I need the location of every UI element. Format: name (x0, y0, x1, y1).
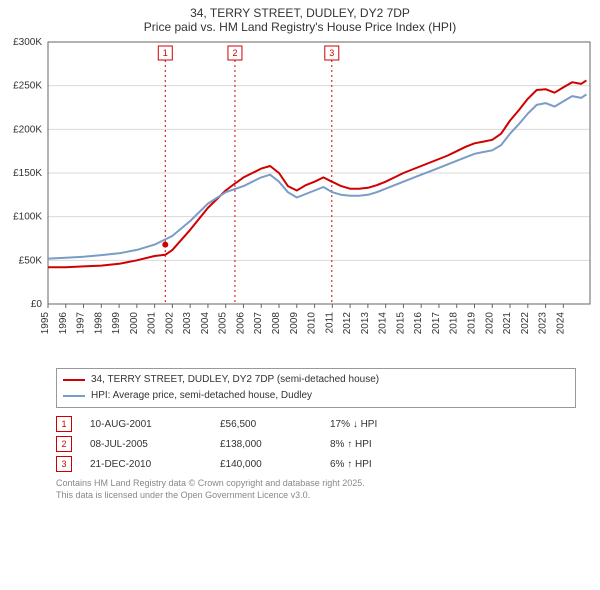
svg-text:2003: 2003 (182, 312, 193, 335)
legend-item: HPI: Average price, semi-detached house,… (63, 389, 569, 403)
svg-text:2010: 2010 (307, 312, 318, 335)
svg-text:1997: 1997 (76, 312, 87, 335)
sale-row: 2 08-JUL-2005£138,0008% ↑ HPI (56, 434, 576, 454)
svg-text:2021: 2021 (502, 312, 513, 335)
svg-text:2008: 2008 (271, 312, 282, 335)
legend-label: HPI: Average price, semi-detached house,… (91, 389, 312, 403)
sale-price: £56,500 (220, 419, 330, 430)
svg-text:2014: 2014 (378, 312, 389, 335)
svg-text:1996: 1996 (58, 312, 69, 335)
attribution-footer: Contains HM Land Registry data © Crown c… (56, 478, 576, 501)
svg-text:£0: £0 (31, 299, 43, 310)
svg-text:2012: 2012 (342, 312, 353, 335)
legend-swatch (63, 395, 85, 397)
svg-text:2020: 2020 (484, 312, 495, 335)
chart-container: £0 £50K £100K £150K £200K £250K £300K 1995 1996 1… (0, 34, 600, 364)
svg-text:2: 2 (232, 48, 237, 58)
svg-text:2016: 2016 (413, 312, 424, 335)
svg-text:2023: 2023 (538, 312, 549, 335)
svg-text:£200K: £200K (13, 124, 42, 135)
svg-text:2022: 2022 (520, 312, 531, 335)
svg-text:2002: 2002 (164, 312, 175, 335)
sale-row: 1 10-AUG-2001£56,50017% ↓ HPI (56, 414, 576, 434)
svg-text:2017: 2017 (431, 312, 442, 335)
sale-date: 10-AUG-2001 (90, 419, 220, 430)
sale-hpi-delta: 17% ↓ HPI (330, 419, 450, 430)
svg-text:1995: 1995 (40, 312, 51, 335)
sale-badge: 2 (56, 436, 72, 452)
svg-text:2013: 2013 (360, 312, 371, 335)
svg-text:2000: 2000 (129, 312, 140, 335)
legend-label: 34, TERRY STREET, DUDLEY, DY2 7DP (semi-… (91, 373, 379, 387)
svg-text:£250K: £250K (13, 81, 42, 92)
legend: 34, TERRY STREET, DUDLEY, DY2 7DP (semi-… (56, 368, 576, 408)
footer-line-1: Contains HM Land Registry data © Crown c… (56, 478, 576, 490)
svg-text:£100K: £100K (13, 212, 42, 223)
footer-line-2: This data is licensed under the Open Gov… (56, 490, 576, 502)
sale-hpi-delta: 6% ↑ HPI (330, 459, 450, 470)
title-line-2: Price paid vs. HM Land Registry's House … (0, 20, 600, 34)
legend-swatch (63, 379, 85, 381)
svg-text:£300K: £300K (13, 37, 42, 48)
svg-text:2005: 2005 (218, 312, 229, 335)
svg-text:£150K: £150K (13, 168, 42, 179)
svg-text:2024: 2024 (555, 312, 566, 335)
chart-title-block: 34, TERRY STREET, DUDLEY, DY2 7DP Price … (0, 0, 600, 34)
svg-text:2015: 2015 (395, 312, 406, 335)
svg-text:2004: 2004 (200, 312, 211, 335)
svg-text:1998: 1998 (93, 312, 104, 335)
sale-price: £138,000 (220, 439, 330, 450)
svg-text:2011: 2011 (324, 312, 335, 334)
title-line-1: 34, TERRY STREET, DUDLEY, DY2 7DP (0, 6, 600, 20)
sale-date: 08-JUL-2005 (90, 439, 220, 450)
svg-text:1: 1 (163, 48, 168, 58)
svg-text:2001: 2001 (147, 312, 158, 335)
sale-row: 3 21-DEC-2010£140,0006% ↑ HPI (56, 454, 576, 474)
sale-badge: 1 (56, 416, 72, 432)
sales-table: 1 10-AUG-2001£56,50017% ↓ HPI 2 08-JUL-2005… (56, 414, 576, 474)
svg-text:1999: 1999 (111, 312, 122, 335)
svg-text:2006: 2006 (235, 312, 246, 335)
sale-hpi-delta: 8% ↑ HPI (330, 439, 450, 450)
sale-price: £140,000 (220, 459, 330, 470)
svg-text:3: 3 (329, 48, 334, 58)
svg-text:2007: 2007 (253, 312, 264, 335)
svg-text:2009: 2009 (289, 312, 300, 335)
sale-date: 21-DEC-2010 (90, 459, 220, 470)
svg-text:2019: 2019 (466, 312, 477, 335)
line-chart: £0 £50K £100K £150K £200K £250K £300K 1995 1996 1… (0, 34, 600, 364)
legend-item: 34, TERRY STREET, DUDLEY, DY2 7DP (semi-… (63, 373, 569, 387)
svg-text:2018: 2018 (449, 312, 460, 335)
svg-text:£50K: £50K (19, 255, 43, 266)
sale-badge: 3 (56, 456, 72, 472)
